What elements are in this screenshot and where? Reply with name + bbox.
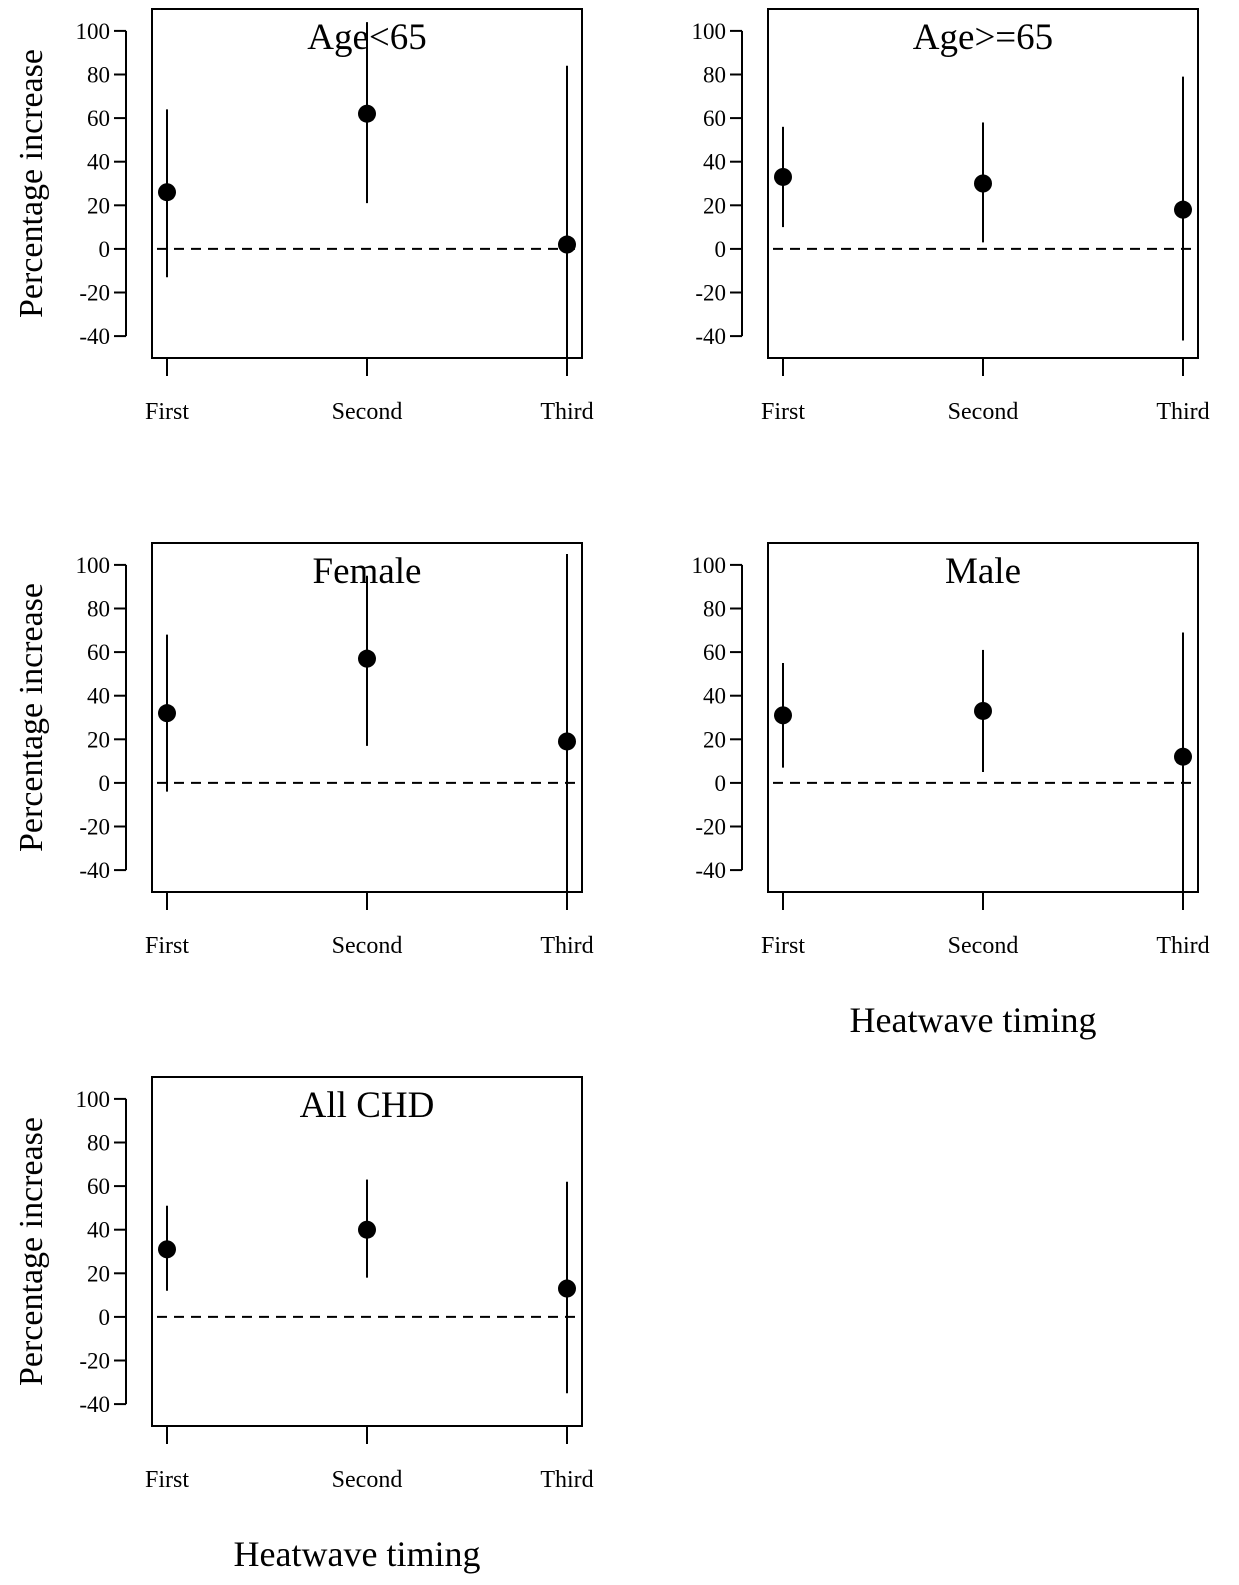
y-axis-label: Percentage increase <box>13 583 50 852</box>
y-tick-label: 60 <box>703 106 726 131</box>
panel-title: Age>=65 <box>913 17 1053 58</box>
point-estimate <box>1174 200 1192 219</box>
x-tick-label: Second <box>332 1467 403 1493</box>
y-tick-label: 40 <box>703 684 726 709</box>
y-tick-label: 100 <box>692 553 727 578</box>
x-tick-label: Second <box>948 933 1019 959</box>
y-tick-label: -20 <box>79 815 110 840</box>
point-estimate <box>158 183 176 202</box>
y-tick-label: 100 <box>692 19 727 44</box>
y-tick-label: 40 <box>87 150 110 175</box>
x-tick-label: Third <box>540 1467 593 1493</box>
chart-panel-5: -40 -20 0 20 40 60 80 100 First Second Third All CH… <box>13 1076 594 1574</box>
x-tick-label: First <box>761 933 805 959</box>
x-tick-label: Second <box>948 399 1019 425</box>
x-tick-label: Second <box>332 933 403 959</box>
panel-title: All CHD <box>300 1085 435 1126</box>
y-tick-label: -40 <box>79 858 110 883</box>
y-tick-label: 0 <box>715 237 727 262</box>
y-tick-label: -40 <box>695 324 726 349</box>
y-tick-label: -20 <box>79 1349 110 1374</box>
x-axis-label: Heatwave timing <box>234 1534 481 1574</box>
point-estimate <box>974 174 992 193</box>
x-axis-label: Heatwave timing <box>850 1000 1097 1040</box>
x-tick-label: Third <box>1156 933 1209 959</box>
y-tick-label: 100 <box>76 1087 111 1112</box>
y-axis-label: Percentage increase <box>13 1117 50 1386</box>
panel-title: Female <box>313 551 422 592</box>
y-tick-label: 0 <box>99 1305 111 1330</box>
y-tick-label: 20 <box>87 727 110 752</box>
x-tick-label: First <box>145 399 189 425</box>
chart-panel-1: -40 -20 0 20 40 60 80 100 First Second Third Age<65… <box>13 8 594 425</box>
y-tick-label: 40 <box>87 684 110 709</box>
y-tick-label: 80 <box>703 63 726 88</box>
y-tick-label: 0 <box>715 771 727 796</box>
point-estimate <box>774 706 792 725</box>
y-tick-label: 40 <box>703 150 726 175</box>
y-tick-label: -20 <box>695 281 726 306</box>
y-axis-label: Percentage increase <box>13 49 50 318</box>
y-tick-label: 20 <box>87 1261 110 1286</box>
point-estimate <box>158 704 176 723</box>
y-tick-label: 0 <box>99 237 111 262</box>
y-tick-label: 60 <box>87 640 110 665</box>
y-tick-label: 0 <box>99 771 111 796</box>
x-tick-label: Third <box>1156 399 1209 425</box>
y-tick-label: 20 <box>703 193 726 218</box>
y-tick-label: 80 <box>87 1131 110 1156</box>
point-estimate <box>158 1240 176 1259</box>
x-tick-label: First <box>761 399 805 425</box>
x-tick-label: Second <box>332 399 403 425</box>
y-tick-label: 60 <box>87 1174 110 1199</box>
y-tick-label: 100 <box>76 553 111 578</box>
y-tick-label: 40 <box>87 1218 110 1243</box>
y-tick-label: 20 <box>703 727 726 752</box>
point-estimate <box>558 1279 576 1298</box>
point-estimate <box>558 732 576 751</box>
point-estimate <box>358 104 376 123</box>
point-estimate <box>1174 747 1192 766</box>
y-tick-label: 80 <box>703 597 726 622</box>
chart-panel-3: -40 -20 0 20 40 60 80 100 First Second Third Female… <box>13 542 594 959</box>
y-tick-label: 80 <box>87 63 110 88</box>
panel-title: Male <box>945 551 1021 592</box>
x-tick-label: First <box>145 933 189 959</box>
y-tick-label: -20 <box>695 815 726 840</box>
y-tick-label: -40 <box>79 324 110 349</box>
point-estimate <box>558 235 576 254</box>
y-tick-label: 60 <box>87 106 110 131</box>
chart-panel-4: -40 -20 0 20 40 60 80 100 First Second Third Male He… <box>692 542 1210 1040</box>
point-estimate <box>774 167 792 186</box>
y-tick-label: 60 <box>703 640 726 665</box>
y-tick-label: 20 <box>87 193 110 218</box>
y-tick-label: -40 <box>695 858 726 883</box>
y-tick-label: -40 <box>79 1392 110 1417</box>
x-tick-label: First <box>145 1467 189 1493</box>
panel-title: Age<65 <box>307 17 427 58</box>
y-tick-label: -20 <box>79 281 110 306</box>
y-tick-label: 80 <box>87 597 110 622</box>
point-estimate <box>974 701 992 720</box>
chart-panel-2: -40 -20 0 20 40 60 80 100 First Second Third Age>=6… <box>692 8 1210 425</box>
y-tick-label: 100 <box>76 19 111 44</box>
point-estimate <box>358 1220 376 1239</box>
x-tick-label: Third <box>540 399 593 425</box>
x-tick-label: Third <box>540 933 593 959</box>
point-estimate <box>358 649 376 668</box>
